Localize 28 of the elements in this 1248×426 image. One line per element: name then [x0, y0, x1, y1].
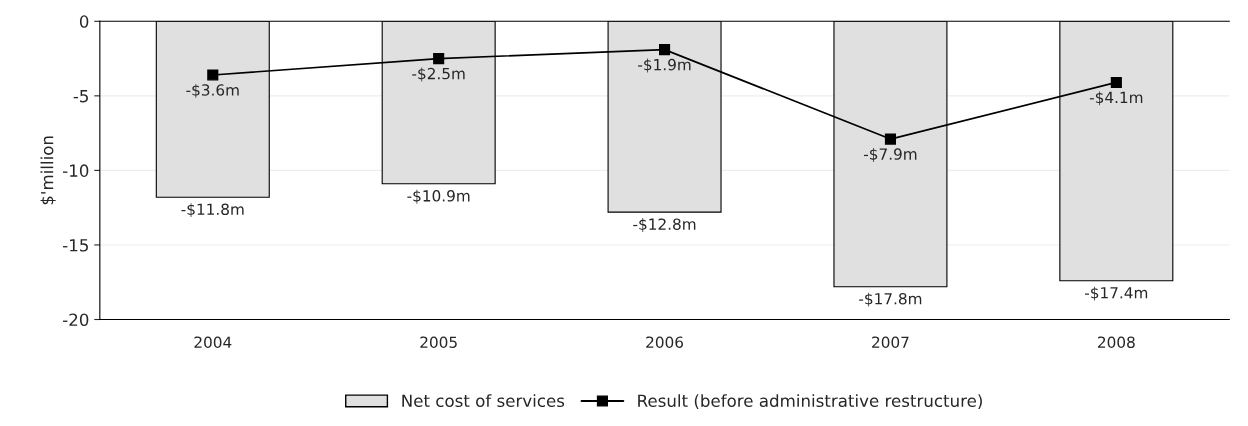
- point: [1110, 76, 1122, 88]
- x-tick-label: 2007: [872, 336, 909, 348]
- point: [659, 44, 671, 56]
- data-label: -$11.8m: [181, 203, 244, 218]
- x-tick-label: 2005: [420, 336, 457, 348]
- x-tick-label: 2008: [1098, 336, 1135, 348]
- y-tick-label: -20: [63, 313, 89, 327]
- data-label: -$12.8m: [633, 218, 696, 232]
- data-label: -$1.9m: [638, 58, 691, 73]
- point: [433, 53, 445, 65]
- data-label: -$17.8m: [859, 292, 922, 307]
- y-tick-label: -10: [63, 164, 89, 177]
- data-label: -$17.4m: [1085, 286, 1148, 301]
- point: [207, 69, 219, 81]
- legend-label: Net cost of services: [402, 394, 565, 408]
- x-tick-label: 2006: [646, 336, 684, 348]
- data-label: -$3.6m: [186, 83, 239, 98]
- data-label: -$2.5m: [412, 67, 465, 82]
- y-axis-title: $'million: [40, 136, 56, 205]
- y-tick-label: -5: [73, 90, 88, 103]
- y-tick-label: 0: [79, 15, 89, 28]
- point: [884, 133, 897, 145]
- x-tick-label: 2004: [194, 336, 232, 348]
- y-tick-label: -15: [63, 239, 88, 252]
- data-label: -$7.9m: [863, 148, 917, 162]
- data-label: -$10.9m: [407, 189, 470, 204]
- legend-label: Result (before administrative restructure): [638, 394, 982, 409]
- data-label: -$4.1m: [1089, 91, 1143, 106]
